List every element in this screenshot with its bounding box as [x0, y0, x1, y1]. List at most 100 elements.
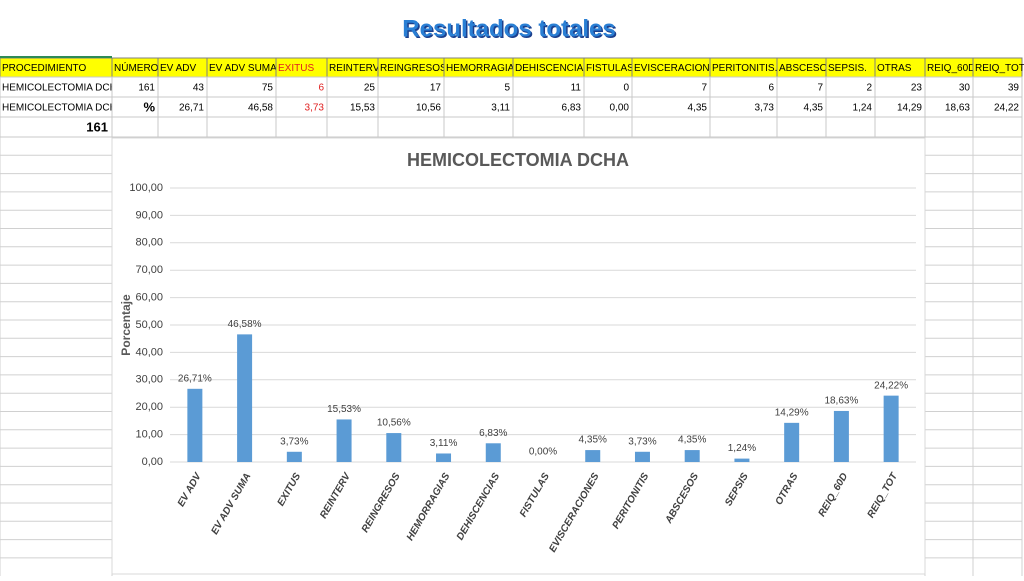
cell-text: 3,11 [491, 103, 510, 114]
data-label: 4,35% [678, 435, 706, 446]
bar [883, 395, 899, 462]
bar [336, 419, 352, 462]
cell-text: 4,35 [688, 103, 708, 114]
page-title: Resultados totales [402, 15, 615, 42]
y-axis-label: Porcentaje [119, 294, 133, 356]
cell-text: 1,24 [853, 103, 873, 114]
data-label: 24,22% [874, 380, 908, 391]
header-label: REINGRESOS [380, 63, 447, 74]
cell-text: 161 [138, 83, 155, 94]
data-label: 0,00% [529, 447, 557, 458]
cell-text: HEMICOLECTOMIA DCHA [2, 103, 124, 114]
y-tick-label: 100,00 [129, 182, 163, 194]
chart-title: HEMICOLECTOMIA DCHA [407, 150, 629, 170]
bar [833, 410, 849, 462]
bar [784, 422, 800, 462]
data-label: 15,53% [327, 404, 361, 415]
data-label: 6,83% [479, 428, 507, 439]
header-label: EVISCERACIONES [634, 63, 723, 74]
bar [436, 453, 452, 462]
cell-text: 11 [571, 83, 582, 94]
header-label: REIQ_60D [927, 63, 975, 74]
y-tick-label: 10,00 [135, 429, 163, 441]
bar [237, 334, 253, 462]
cell-text: 6 [318, 83, 324, 94]
y-tick-label: 90,00 [135, 209, 163, 221]
cell-text: 4,35 [804, 103, 824, 114]
cell [631, 76, 711, 98]
header-label: REIQ_TOT [975, 63, 1024, 74]
cell [443, 116, 514, 138]
cell-text: % [143, 99, 155, 114]
cell [583, 116, 633, 138]
y-tick-label: 60,00 [135, 292, 163, 304]
cell-text: 6 [768, 83, 774, 94]
y-tick-label: 40,00 [135, 346, 163, 358]
header-label: REINTERV [329, 63, 380, 74]
cell-text: 5 [504, 83, 510, 94]
header-label: NÚMERO [114, 61, 159, 74]
cell-text: 0,00 [610, 103, 630, 114]
data-label: 14,29% [775, 407, 809, 418]
y-tick-label: 70,00 [135, 264, 163, 276]
data-label: 18,63% [824, 396, 858, 407]
data-label: 3,11% [430, 438, 458, 449]
y-tick-label: 80,00 [135, 237, 163, 249]
cell-text: 2 [866, 83, 872, 94]
cell [275, 116, 328, 138]
cell [377, 116, 445, 138]
cell [111, 116, 159, 138]
data-label: 26,71% [178, 373, 212, 384]
cell [512, 116, 585, 138]
cell-text: 18,63 [945, 103, 970, 114]
header-label: PROCEDIMIENTO [2, 63, 86, 74]
cell-text: 30 [959, 83, 971, 94]
total: 161 [86, 119, 108, 134]
cell [709, 116, 778, 138]
header-label: ABSCESOS [779, 63, 834, 74]
cell-text: 23 [911, 83, 923, 94]
cell [443, 76, 514, 98]
data-label: 10,56% [377, 418, 411, 429]
cell [709, 76, 778, 98]
cell-text: 10,56 [416, 103, 441, 114]
cell [825, 116, 876, 138]
header-label: PERITONITIS. [712, 63, 777, 74]
cell [924, 116, 974, 138]
cell-text: 39 [1008, 83, 1020, 94]
bar [187, 388, 203, 462]
data-label: 1,24% [728, 443, 756, 454]
bar [585, 450, 601, 462]
cell [776, 116, 827, 138]
data-label: 46,58% [228, 319, 262, 330]
bar [634, 451, 650, 462]
y-tick-label: 20,00 [135, 401, 163, 413]
cell-text: 46,58 [248, 103, 273, 114]
cell-text: 75 [262, 83, 274, 94]
bar [734, 458, 750, 462]
cell [157, 116, 208, 138]
cell-text: HEMICOLECTOMIA DCHA [2, 83, 124, 94]
header-label: EXITUS [278, 63, 314, 74]
data-label: 3,73% [628, 436, 656, 447]
header-label: EV ADV SUMA [209, 63, 277, 74]
cell-text: 26,71 [179, 103, 204, 114]
header-label: EV ADV [160, 63, 196, 74]
cell-text: 6,83 [562, 103, 582, 114]
bar [485, 443, 501, 462]
cell-text: 7 [701, 83, 707, 94]
header-label: SEPSIS. [828, 63, 867, 74]
cell [874, 116, 926, 138]
cell [206, 116, 277, 138]
cell-text: 24,22 [994, 103, 1019, 114]
y-tick-label: 50,00 [135, 319, 163, 331]
bar [684, 450, 700, 462]
data-label: 4,35% [579, 435, 607, 446]
cell-text: 7 [817, 83, 823, 94]
cell-text: 17 [430, 83, 442, 94]
bar [386, 433, 402, 462]
header-label: DEHISCENCIAS [515, 63, 590, 74]
cell-text: 43 [193, 83, 205, 94]
